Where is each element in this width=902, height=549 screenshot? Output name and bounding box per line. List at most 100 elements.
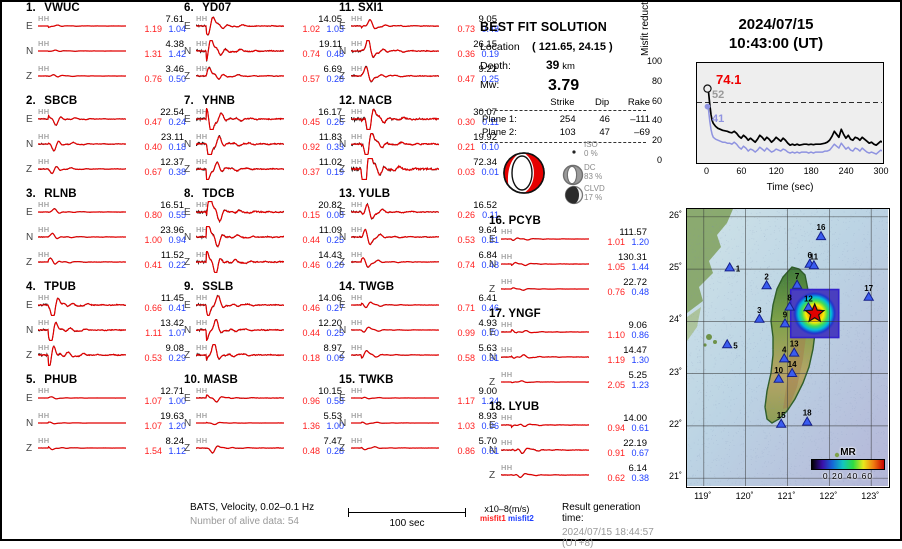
waveform-plot	[38, 251, 126, 273]
channel-misfit1: 1.54	[138, 446, 162, 456]
waveform-plot	[196, 387, 284, 409]
station-number: 15.	[339, 374, 355, 386]
channel-misfit2: 1.20	[164, 421, 186, 431]
station-number: 17.	[489, 308, 505, 320]
channel-misfit1: 0.36	[451, 49, 475, 59]
station-code: YHNB	[202, 95, 235, 107]
channel-misfit2: 0.22	[164, 260, 186, 270]
waveform-plot	[38, 40, 126, 62]
channel-misfit1: 0.67	[138, 167, 162, 177]
channel-misfit2: 0.67	[627, 448, 649, 458]
waveform-plot	[501, 278, 589, 300]
waveform-plot	[501, 321, 589, 343]
waveform-plot	[351, 65, 439, 87]
channel-component: Z	[339, 350, 345, 361]
station-code: LYUB	[509, 401, 540, 413]
station-title: 17. YNGF	[489, 308, 647, 320]
location-row: Location( 121.65, 24.15 )	[480, 41, 652, 53]
channel-misfit1: 0.47	[138, 117, 162, 127]
waveform-plot	[38, 294, 126, 316]
chart-xtick: 120	[761, 166, 791, 176]
channel-misfit1: 0.44	[296, 235, 320, 245]
svg-text:12: 12	[804, 294, 813, 303]
channel-misfit1: 0.53	[451, 235, 475, 245]
chart-ytick: 20	[640, 135, 662, 145]
svg-text:15: 15	[777, 411, 786, 420]
channel-misfit1: 0.18	[296, 353, 320, 363]
channel-misfit2: 0.55	[164, 210, 186, 220]
channel-component: N	[184, 418, 191, 429]
map-lon-tick: 120˚	[728, 491, 762, 501]
svg-text:11: 11	[810, 252, 819, 261]
plane-label: Plane 2:	[480, 126, 534, 139]
chart-xtick: 300	[866, 166, 896, 176]
plane-dip: 46	[578, 113, 612, 126]
waveform-plot	[38, 201, 126, 223]
map-lat-tick: 24˚	[662, 314, 682, 324]
plane-strike: 254	[534, 113, 578, 126]
waveform-plot	[38, 412, 126, 434]
station-title: 4. TPUB	[26, 281, 184, 293]
waveform-plot	[501, 439, 589, 461]
channel-component: E	[26, 207, 33, 218]
channel-component: Z	[184, 164, 190, 175]
misfit1-legend: misfit1	[480, 514, 506, 523]
waveform-plot	[38, 226, 126, 248]
channel-misfit1: 0.96	[296, 396, 320, 406]
depth-value: 39	[532, 58, 559, 72]
waveform-plot	[196, 201, 284, 223]
channel-misfit1: 2.05	[601, 380, 625, 390]
waveform-plot	[38, 344, 126, 366]
chart-ylabel: Misfit reduction (%)	[640, 0, 651, 56]
map-lon-tick: 123˚	[853, 491, 887, 501]
channel-component: N	[26, 325, 33, 336]
footer: BATS, Velocity, 0.02–0.1 Hz Number of al…	[190, 502, 660, 538]
channel-component: N	[26, 46, 33, 57]
station-title: 5. PHUB	[26, 374, 184, 386]
station-title: 2. SBCB	[26, 95, 184, 107]
waveform-plot	[351, 15, 439, 37]
waveform-plot	[196, 15, 284, 37]
iso-label: ISO 0 %	[584, 141, 598, 159]
channel-component: N	[184, 232, 191, 243]
station-code: SBCB	[44, 95, 77, 107]
channel-misfit2: 0.29	[164, 353, 186, 363]
channel-misfit1: 1.11	[138, 328, 162, 338]
channel-misfit2: 0.38	[627, 473, 649, 483]
amplitude-units: x10–8(m/s) misfit1 misfit2	[480, 504, 534, 523]
station-code: TDCB	[202, 188, 234, 200]
peak-value-misfit2: 41	[712, 113, 724, 125]
waveform-plot	[501, 346, 589, 368]
chart-xtick: 60	[726, 166, 756, 176]
channel-misfit1: 0.71	[451, 303, 475, 313]
channel-misfit1: 1.05	[601, 262, 625, 272]
svg-text:2: 2	[764, 272, 769, 281]
waveform-plot	[38, 65, 126, 87]
